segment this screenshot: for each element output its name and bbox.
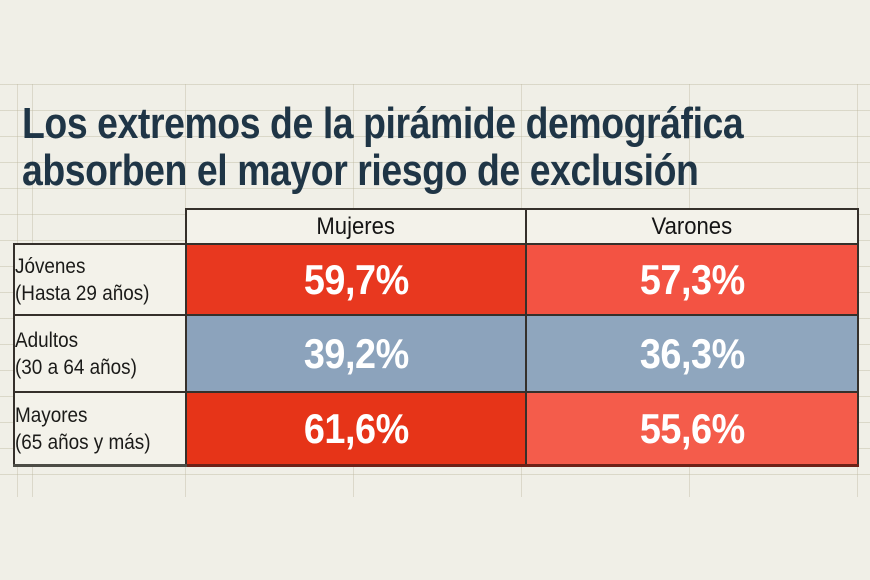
value-mayores-mujeres: 61,6%	[303, 404, 409, 452]
value-cell-jovenes-varones: 57,3%	[525, 243, 859, 316]
column-header-varones: Varones	[525, 208, 859, 245]
row-label-mayores-group: Mayores	[15, 403, 88, 427]
row-label-mayores-detail: (65 años y más)	[15, 430, 151, 454]
corner-cell	[14, 209, 186, 244]
data-table: Mujeres Varones Jóvenes (Hasta 29 años) …	[13, 208, 859, 467]
row-label-jovenes: Jóvenes (Hasta 29 años)	[13, 243, 187, 316]
row-label-adultos-detail: (30 a 64 años)	[15, 355, 137, 379]
value-jovenes-varones: 57,3%	[639, 255, 745, 303]
table-row-mayores: Mayores (65 años y más) 61,6% 55,6%	[13, 391, 859, 467]
row-label-mayores: Mayores (65 años y más)	[13, 391, 187, 467]
chart-title: Los extremos de la pirámide demográfica …	[22, 100, 870, 194]
chart-title-line1: Los extremos de la pirámide demográfica	[22, 99, 744, 148]
value-cell-mayores-mujeres: 61,6%	[185, 391, 527, 467]
column-header-mujeres: Mujeres	[185, 208, 527, 245]
value-mayores-varones: 55,6%	[639, 404, 745, 452]
value-adultos-varones: 36,3%	[639, 329, 745, 377]
value-cell-mayores-varones: 55,6%	[525, 391, 859, 467]
row-label-jovenes-detail: (Hasta 29 años)	[15, 281, 150, 305]
column-header-varones-label: Varones	[651, 212, 733, 240]
table-row-adultos: Adultos (30 a 64 años) 39,2% 36,3%	[13, 314, 859, 393]
value-adultos-mujeres: 39,2%	[303, 329, 409, 377]
row-label-adultos-group: Adultos	[15, 328, 79, 352]
value-cell-adultos-mujeres: 39,2%	[185, 314, 527, 393]
value-cell-jovenes-mujeres: 59,7%	[185, 243, 527, 316]
table-header-row: Mujeres Varones	[14, 208, 859, 245]
column-header-mujeres-label: Mujeres	[316, 212, 396, 240]
chart-title-line2: absorben el mayor riesgo de exclusión	[22, 146, 699, 195]
table-row-jovenes: Jóvenes (Hasta 29 años) 59,7% 57,3%	[13, 243, 859, 316]
row-label-adultos: Adultos (30 a 64 años)	[13, 314, 187, 393]
value-jovenes-mujeres: 59,7%	[303, 255, 409, 303]
row-label-jovenes-group: Jóvenes	[15, 254, 86, 278]
value-cell-adultos-varones: 36,3%	[525, 314, 859, 393]
